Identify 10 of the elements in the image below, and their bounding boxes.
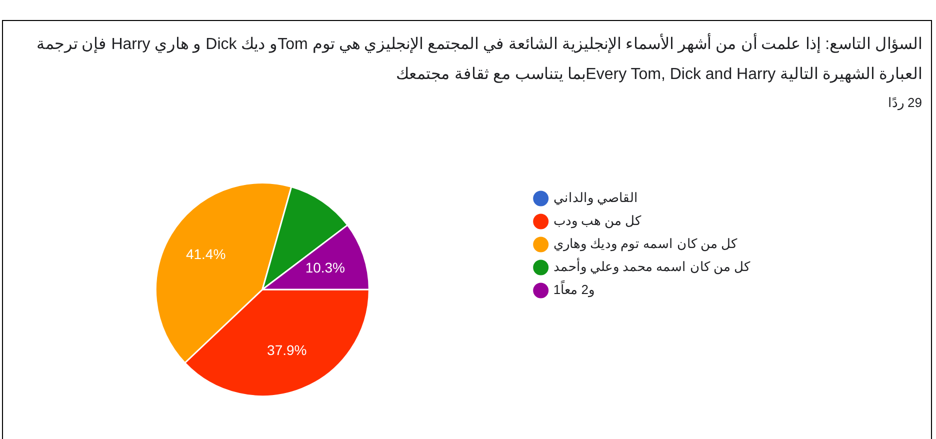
data-label: 41.4% [186,246,226,262]
legend-label: القاصي والداني [553,190,638,206]
text: 29 ردًا [888,95,922,110]
legend-label: كل من هب ودب [553,213,642,230]
legend-label: كل من كان اسمه توم وديك وهاري [553,236,738,252]
legend-label: كل من كان اسمه محمد وعلي وأحمد [553,258,751,276]
legend-label: 1و2 معاً [553,280,594,298]
chart-title: السؤال التاسع: إذا علمت أن من أشهر الأسماء الإنجليزية الشائعة في المجتمع الإنجليزي هي توم Tomو ديك Dick و هاري Harry فإن ترجمة العبارة الشهيرة التالية Every Tom, Dick and Harryبما يتناسب مع ثقافة مجتمعك [35,32,922,85]
data-label: 10.3% [305,259,346,276]
data-label: 37.9% [267,342,307,358]
